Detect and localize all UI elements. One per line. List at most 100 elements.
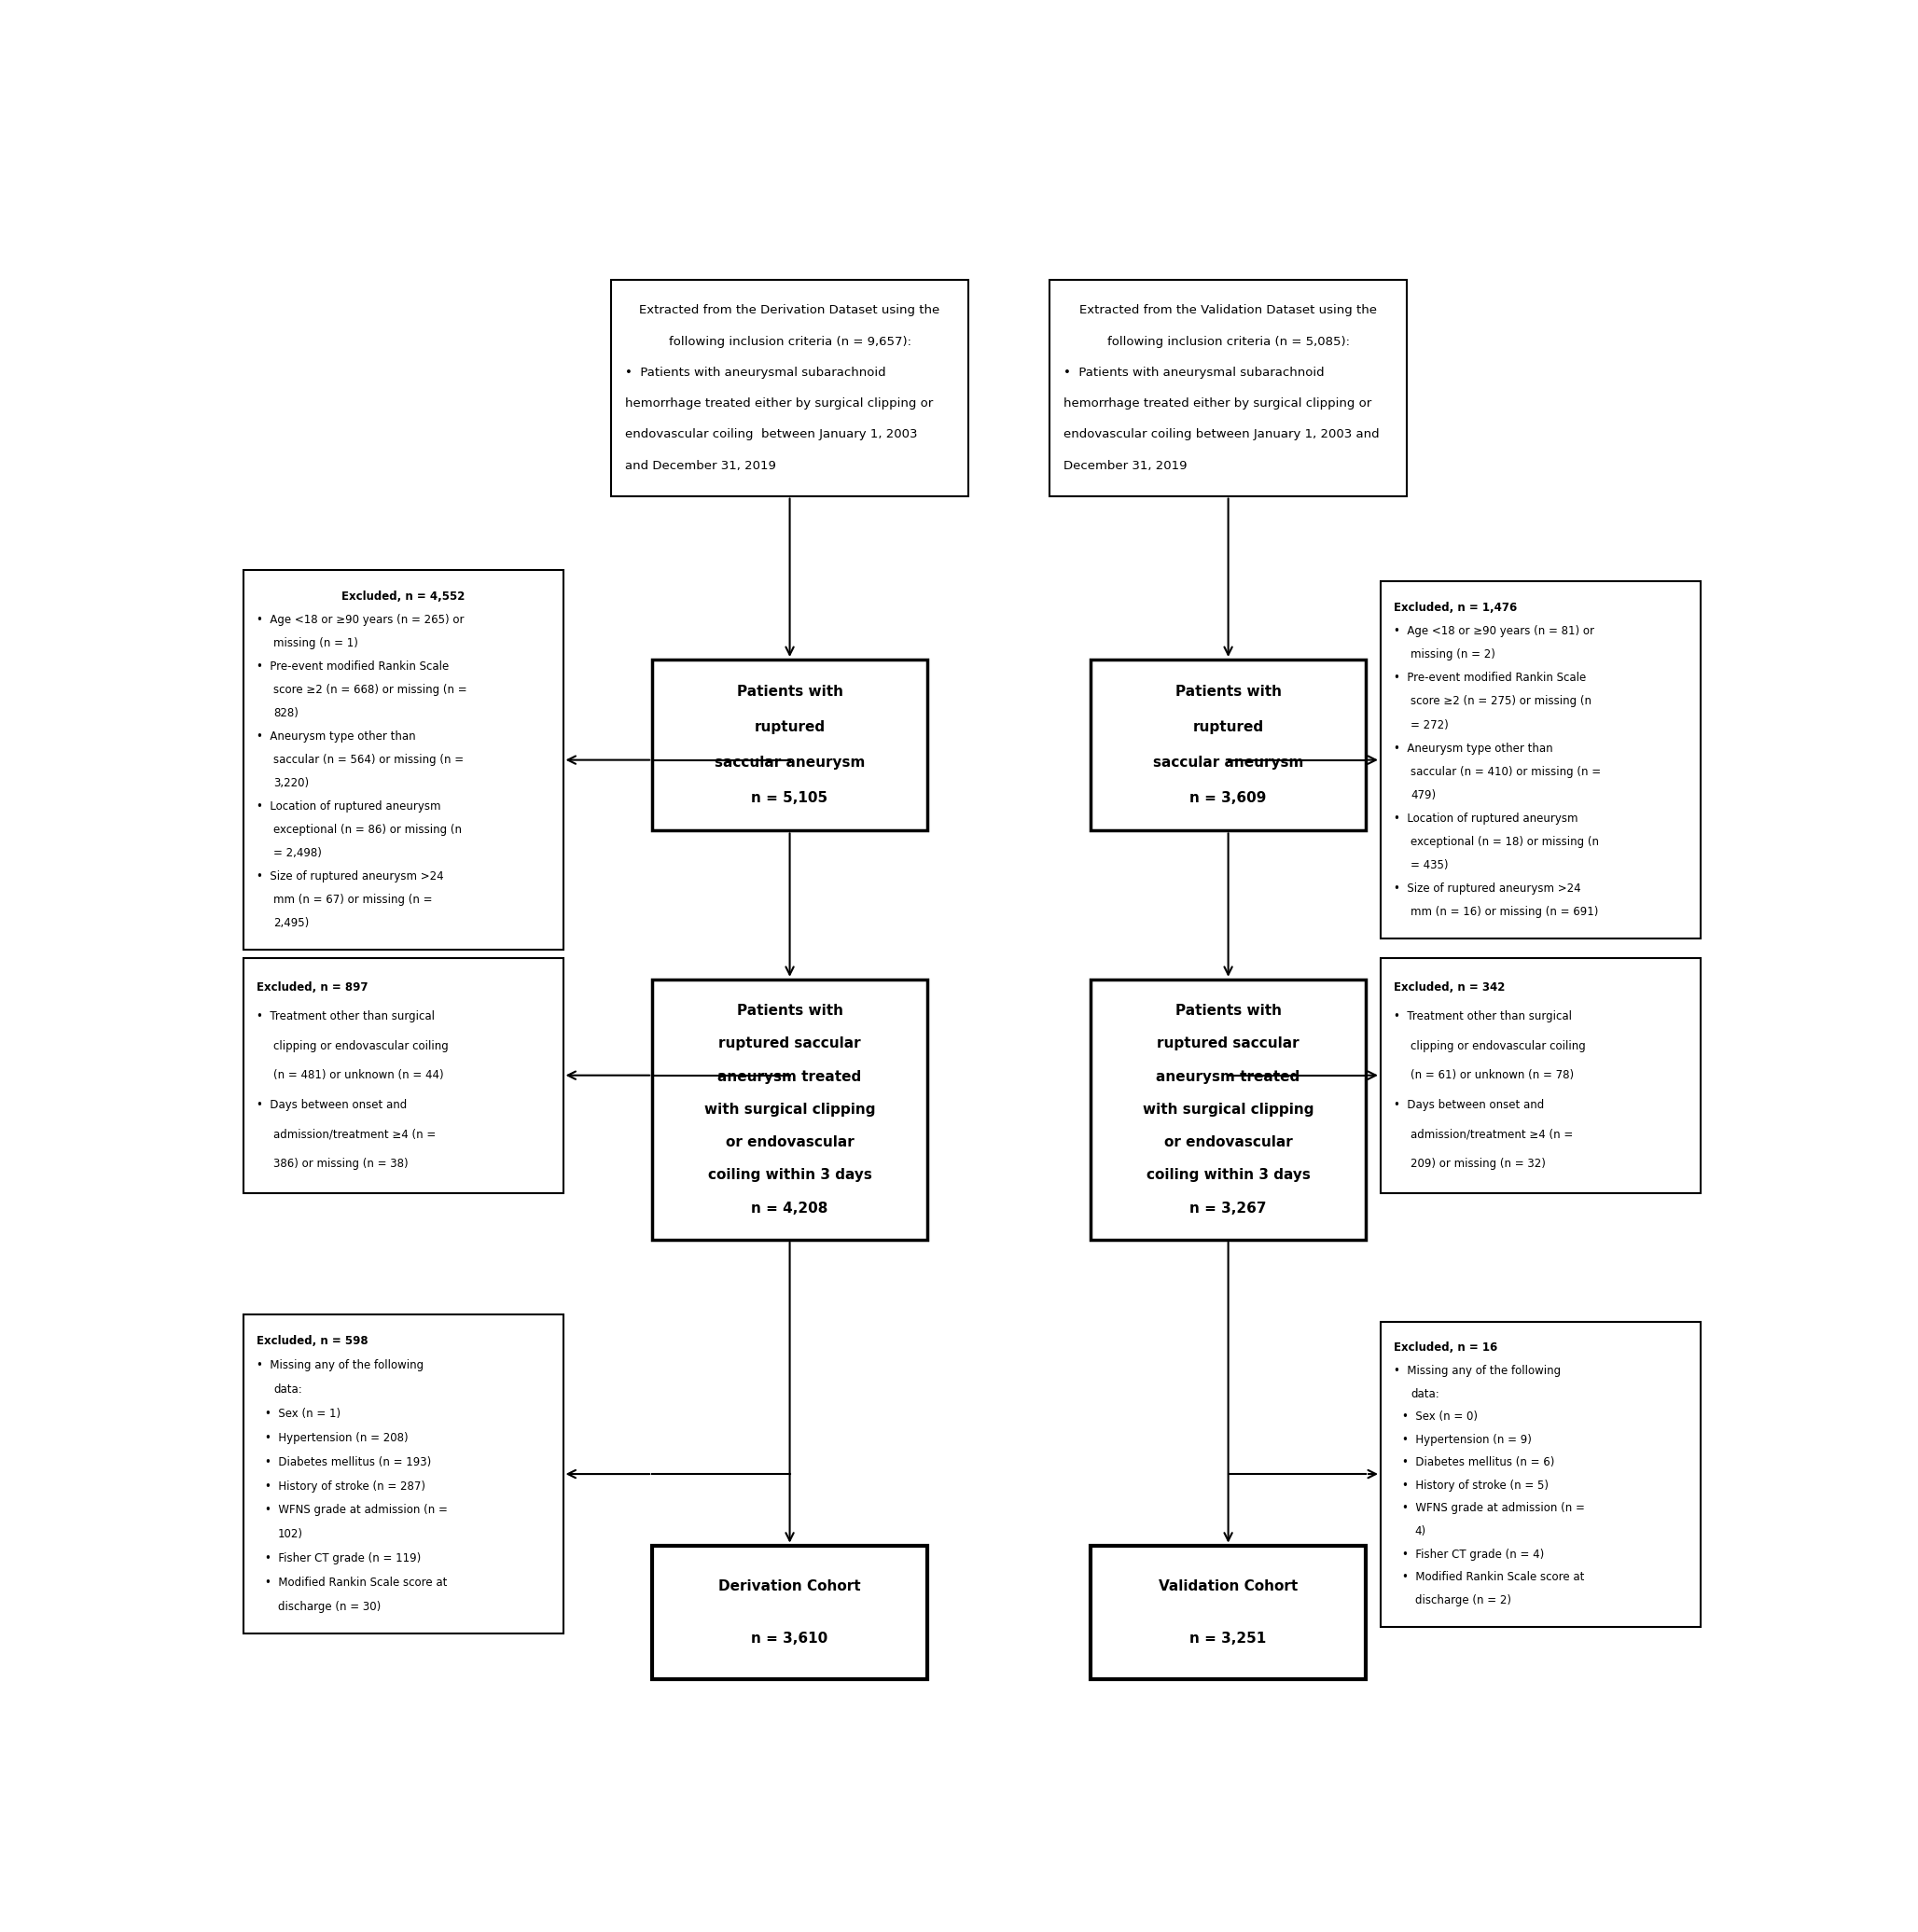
Text: data:: data: (1410, 1387, 1438, 1401)
Text: saccular aneurysm: saccular aneurysm (715, 755, 865, 769)
Text: saccular aneurysm: saccular aneurysm (1153, 755, 1304, 769)
Bar (244, 570, 564, 951)
Text: Excluded, n = 16: Excluded, n = 16 (1394, 1343, 1498, 1354)
Text: •  Modified Rankin Scale score at: • Modified Rankin Scale score at (1402, 1571, 1584, 1584)
Text: •  Hypertension (n = 9): • Hypertension (n = 9) (1402, 1434, 1532, 1445)
Text: coiling within 3 days: coiling within 3 days (1147, 1169, 1310, 1182)
Text: missing (n = 2): missing (n = 2) (1410, 649, 1496, 661)
Text: n = 3,251: n = 3,251 (1189, 1631, 1266, 1646)
Text: •  Treatment other than surgical: • Treatment other than surgical (257, 1010, 435, 1022)
Text: •  Days between onset and: • Days between onset and (257, 1099, 407, 1111)
Text: or endovascular: or endovascular (1164, 1136, 1293, 1150)
Bar (612, 280, 969, 497)
Text: 209) or missing (n = 32): 209) or missing (n = 32) (1410, 1157, 1546, 1169)
Text: (n = 481) or unknown (n = 44): (n = 481) or unknown (n = 44) (274, 1068, 443, 1082)
Text: n = 4,208: n = 4,208 (752, 1202, 829, 1215)
Bar (1381, 1321, 1699, 1627)
Text: clipping or endovascular coiling: clipping or endovascular coiling (274, 1039, 449, 1053)
Text: = 2,498): = 2,498) (274, 846, 322, 860)
Text: endovascular coiling between January 1, 2003 and: endovascular coiling between January 1, … (1063, 429, 1379, 440)
Text: Excluded, n = 4,552: Excluded, n = 4,552 (341, 591, 464, 603)
Text: with surgical clipping: with surgical clipping (704, 1103, 875, 1117)
Text: •  Modified Rankin Scale score at: • Modified Rankin Scale score at (265, 1577, 447, 1588)
Text: December 31, 2019: December 31, 2019 (1063, 460, 1187, 471)
Text: •  Patients with aneurysmal subarachnoid: • Patients with aneurysmal subarachnoid (625, 367, 886, 379)
Text: •  Diabetes mellitus (n = 6): • Diabetes mellitus (n = 6) (1402, 1457, 1555, 1468)
Text: •  Diabetes mellitus (n = 193): • Diabetes mellitus (n = 193) (265, 1457, 432, 1468)
Text: hemorrhage treated either by surgical clipping or: hemorrhage treated either by surgical cl… (1063, 398, 1371, 410)
Text: ruptured: ruptured (1193, 721, 1264, 734)
Text: 828): 828) (274, 707, 299, 719)
Text: n = 3,267: n = 3,267 (1189, 1202, 1266, 1215)
Text: •  WFNS grade at admission (n =: • WFNS grade at admission (n = (1402, 1503, 1584, 1515)
Text: or endovascular: or endovascular (725, 1136, 854, 1150)
Text: Patients with: Patients with (1176, 686, 1281, 699)
Text: •  Sex (n = 0): • Sex (n = 0) (1402, 1410, 1479, 1422)
Bar (1091, 1546, 1366, 1679)
Text: saccular (n = 410) or missing (n =: saccular (n = 410) or missing (n = (1410, 765, 1602, 779)
Text: endovascular coiling  between January 1, 2003: endovascular coiling between January 1, … (625, 429, 917, 440)
Text: •  Size of ruptured aneurysm >24: • Size of ruptured aneurysm >24 (1394, 883, 1580, 895)
Text: exceptional (n = 86) or missing (n: exceptional (n = 86) or missing (n (274, 823, 462, 837)
Text: coiling within 3 days: coiling within 3 days (708, 1169, 873, 1182)
Text: Extracted from the Derivation Dataset using the: Extracted from the Derivation Dataset us… (639, 305, 940, 317)
Text: •  Fisher CT grade (n = 119): • Fisher CT grade (n = 119) (265, 1553, 422, 1565)
Text: •  Missing any of the following: • Missing any of the following (1394, 1364, 1561, 1378)
Text: •  Patients with aneurysmal subarachnoid: • Patients with aneurysmal subarachnoid (1063, 367, 1323, 379)
Text: •  Pre-event modified Rankin Scale: • Pre-event modified Rankin Scale (257, 661, 449, 672)
Text: = 272): = 272) (1410, 719, 1448, 730)
Text: score ≥2 (n = 668) or missing (n =: score ≥2 (n = 668) or missing (n = (274, 684, 468, 696)
Text: admission/treatment ≥4 (n =: admission/treatment ≥4 (n = (274, 1128, 435, 1140)
Text: aneurysm treated: aneurysm treated (717, 1070, 861, 1084)
Text: •  Missing any of the following: • Missing any of the following (257, 1360, 424, 1372)
Bar (1381, 958, 1699, 1192)
Text: mm (n = 67) or missing (n =: mm (n = 67) or missing (n = (274, 895, 433, 906)
Bar (1381, 582, 1699, 939)
Text: 386) or missing (n = 38): 386) or missing (n = 38) (274, 1157, 409, 1169)
Text: ruptured saccular: ruptured saccular (719, 1037, 861, 1051)
Text: •  Age <18 or ≥90 years (n = 81) or: • Age <18 or ≥90 years (n = 81) or (1394, 626, 1594, 638)
Bar (1091, 980, 1366, 1240)
Text: 102): 102) (278, 1528, 303, 1540)
Text: 3,220): 3,220) (274, 777, 309, 790)
Text: n = 3,610: n = 3,610 (752, 1631, 829, 1646)
Bar (1049, 280, 1406, 497)
Text: Derivation Cohort: Derivation Cohort (719, 1578, 861, 1594)
Text: •  Treatment other than surgical: • Treatment other than surgical (1394, 1010, 1573, 1022)
Text: Excluded, n = 598: Excluded, n = 598 (257, 1335, 368, 1347)
Text: Excluded, n = 1,476: Excluded, n = 1,476 (1394, 603, 1517, 614)
Text: •  Fisher CT grade (n = 4): • Fisher CT grade (n = 4) (1402, 1548, 1544, 1561)
Text: Excluded, n = 897: Excluded, n = 897 (257, 981, 368, 993)
Text: •  Aneurysm type other than: • Aneurysm type other than (1394, 742, 1554, 753)
Text: •  Location of ruptured aneurysm: • Location of ruptured aneurysm (257, 800, 441, 813)
Text: Extracted from the Validation Dataset using the: Extracted from the Validation Dataset us… (1080, 305, 1377, 317)
Text: hemorrhage treated either by surgical clipping or: hemorrhage treated either by surgical cl… (625, 398, 932, 410)
Text: exceptional (n = 18) or missing (n: exceptional (n = 18) or missing (n (1410, 837, 1600, 848)
Text: data:: data: (274, 1383, 303, 1395)
Bar (244, 1314, 564, 1634)
Bar (1091, 659, 1366, 831)
Text: and December 31, 2019: and December 31, 2019 (625, 460, 775, 471)
Text: discharge (n = 2): discharge (n = 2) (1415, 1594, 1511, 1605)
Text: n = 5,105: n = 5,105 (752, 790, 829, 806)
Text: Patients with: Patients with (1176, 1005, 1281, 1018)
Text: •  Days between onset and: • Days between onset and (1394, 1099, 1544, 1111)
Text: Patients with: Patients with (737, 686, 842, 699)
Text: 479): 479) (1410, 788, 1437, 802)
Text: •  WFNS grade at admission (n =: • WFNS grade at admission (n = (265, 1505, 449, 1517)
Text: 2,495): 2,495) (274, 918, 309, 929)
Text: •  Sex (n = 1): • Sex (n = 1) (265, 1408, 341, 1420)
Text: •  Size of ruptured aneurysm >24: • Size of ruptured aneurysm >24 (257, 871, 443, 883)
Text: with surgical clipping: with surgical clipping (1143, 1103, 1314, 1117)
Text: 4): 4) (1415, 1524, 1427, 1538)
Text: n = 3,609: n = 3,609 (1189, 790, 1266, 806)
Text: Patients with: Patients with (737, 1005, 842, 1018)
Text: discharge (n = 30): discharge (n = 30) (278, 1602, 380, 1613)
Text: aneurysm treated: aneurysm treated (1157, 1070, 1300, 1084)
Bar (652, 659, 926, 831)
Text: ruptured saccular: ruptured saccular (1157, 1037, 1298, 1051)
Text: •  History of stroke (n = 287): • History of stroke (n = 287) (265, 1480, 426, 1492)
Text: •  Pre-event modified Rankin Scale: • Pre-event modified Rankin Scale (1394, 672, 1586, 684)
Text: saccular (n = 564) or missing (n =: saccular (n = 564) or missing (n = (274, 753, 464, 765)
Text: mm (n = 16) or missing (n = 691): mm (n = 16) or missing (n = 691) (1410, 906, 1598, 918)
